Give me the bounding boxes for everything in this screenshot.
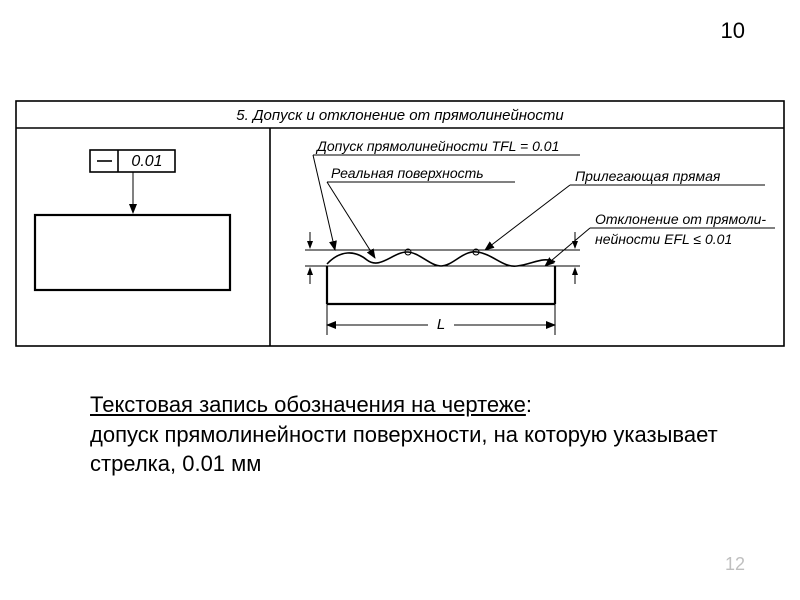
caption: Текстовая запись обозначения на чертеже:… [90, 390, 730, 479]
label-deviation-2: нейности EFL ≤ 0.01 [595, 231, 732, 247]
caption-line-3: стрелка, 0.01 мм [90, 451, 261, 476]
label-real-surface: Реальная поверхность [331, 165, 484, 181]
caption-underlined: Текстовая запись обозначения на чертеже [90, 392, 526, 417]
label-adjoining: Прилегающая прямая [575, 168, 721, 184]
caption-colon: : [526, 392, 532, 417]
real-surface-curve [327, 252, 555, 266]
label-tfl: Допуск прямолинейности TFL = 0.01 [315, 138, 559, 154]
label-deviation-1: Отклонение от прямоли- [595, 211, 766, 227]
page: 10 5. Допуск и откло [0, 0, 800, 600]
figure-straightness: 5. Допуск и отклонение от прямолинейност… [15, 100, 785, 390]
feature-control-frame: 0.01 [90, 150, 175, 172]
page-number-bottom: 12 [725, 554, 745, 575]
tolerance-value: 0.01 [131, 153, 162, 170]
part-rectangle [35, 215, 230, 290]
figure-title: 5. Допуск и отклонение от прямолинейност… [236, 107, 564, 124]
page-number-top: 10 [721, 18, 745, 44]
caption-line-2: допуск прямолинейности поверхности, на к… [90, 422, 718, 447]
dim-L: L [437, 316, 445, 333]
